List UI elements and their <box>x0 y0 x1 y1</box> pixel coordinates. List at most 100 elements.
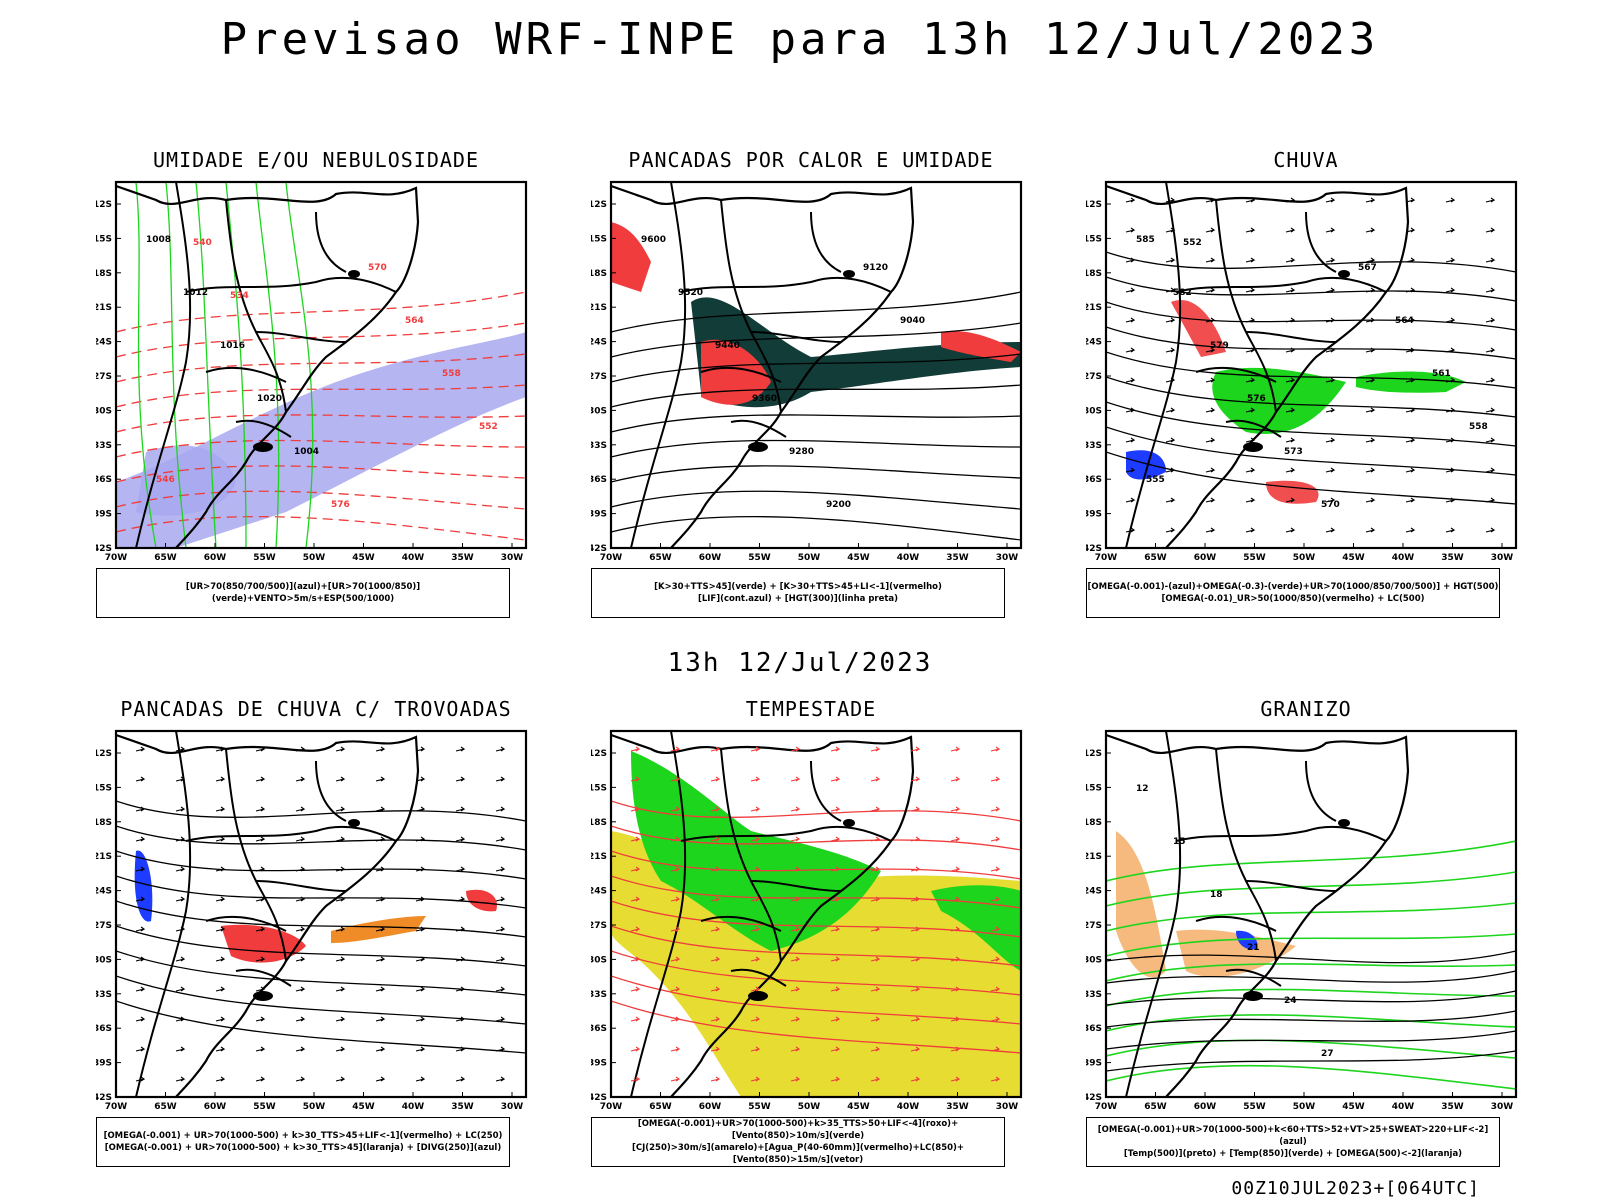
lon-tick-label: 35W <box>1441 1102 1464 1112</box>
lon-tick-label: 35W <box>946 1102 969 1112</box>
lat-tick-label: 42S <box>96 1093 112 1103</box>
lat-tick-label: 33S <box>96 990 112 1000</box>
lat-tick-label: 15S <box>591 783 607 793</box>
lon-tick-label: 30W <box>501 553 524 563</box>
lat-tick-label: 12S <box>96 200 112 210</box>
contour-label: 555 <box>1146 475 1165 485</box>
contour-label: 18 <box>1210 890 1223 900</box>
lon-tick-label: 40W <box>1392 553 1415 563</box>
contour-label: 585 <box>1136 235 1155 245</box>
lon-tick-label: 30W <box>996 1102 1019 1112</box>
contour-label: 9440 <box>715 341 740 351</box>
lat-tick-label: 30S <box>96 955 112 965</box>
contour-label: 558 <box>1469 422 1488 432</box>
lat-tick-label: 39S <box>96 1059 112 1069</box>
legend-chuva: [OMEGA(-0.001)-(azul)+OMEGA(-0.3)-(verde… <box>1086 568 1500 618</box>
lat-tick-label: 27S <box>591 372 607 382</box>
map-tempestade: 12S 15S 18S 21S 24S 27S 30S 33S 36S 39S 42S 70W 65W 6… <box>591 725 1023 1112</box>
lat-tick-label: 18S <box>1086 818 1102 828</box>
lat-tick-label: 36S <box>591 475 607 485</box>
lat-tick-label: 18S <box>96 818 112 828</box>
lat-tick-label: 27S <box>96 372 112 382</box>
contour-label: 12 <box>1136 784 1149 794</box>
contour-label: 1016 <box>220 341 245 351</box>
contour-label: 9280 <box>789 447 814 457</box>
legend-line: [K>30+TTS>45](verde) + [K>30+TTS>45+LI<-… <box>654 582 942 592</box>
lat-tick-label: 33S <box>591 990 607 1000</box>
lat-tick-label: 12S <box>591 200 607 210</box>
legend-umidade: [UR>70(850/700/500)](azul)+[UR>70(1000/8… <box>96 568 510 618</box>
lon-tick-label: 70W <box>1095 1102 1118 1112</box>
lon-tick-label: 70W <box>105 1102 128 1112</box>
panel-title: GRANIZO <box>1260 697 1352 721</box>
lat-tick-label: 27S <box>1086 921 1102 931</box>
map-svg: 9600 9520 9440 9360 9280 9200 9120 9040 12S 15S 18… <box>591 180 1023 563</box>
lat-tick-label: 15S <box>96 234 112 244</box>
panel-title: PANCADAS POR CALOR E UMIDADE <box>628 148 994 172</box>
lat-tick-label: 36S <box>591 1024 607 1034</box>
contour-label: 21 <box>1247 943 1260 953</box>
map-trovoadas: 12S 15S 18S 21S 24S 27S 30S 33S 36S 39S 42S 70W 65W 6… <box>96 725 528 1112</box>
lat-tick-label: 39S <box>96 510 112 520</box>
lon-tick-label: 65W <box>649 1102 672 1112</box>
lat-tick-label: 21S <box>591 303 607 313</box>
lon-tick-label: 50W <box>303 553 326 563</box>
lat-tick-label: 39S <box>1086 510 1102 520</box>
map-chuva: 585 582 579 576 573 570 567 564 561 558 555 552 12S 1… <box>1086 176 1518 563</box>
lat-tick-label: 30S <box>1086 406 1102 416</box>
map-calor: 9600 9520 9440 9360 9280 9200 9120 9040 12S 15S 18… <box>591 176 1023 563</box>
lon-tick-label: 40W <box>897 1102 920 1112</box>
lon-tick-label: 70W <box>1095 553 1118 563</box>
lat-tick-label: 27S <box>591 921 607 931</box>
lon-tick-label: 30W <box>501 1102 524 1112</box>
contour-label: 558 <box>442 369 461 379</box>
contour-label: 564 <box>1395 316 1414 326</box>
lon-tick-label: 70W <box>600 1102 623 1112</box>
legend-line: [OMEGA(-0.001) + UR>70(1000-500) + k>30_… <box>104 1143 502 1153</box>
lat-tick-label: 27S <box>1086 372 1102 382</box>
contour-label: 576 <box>1247 394 1266 404</box>
contour-label: 1012 <box>183 288 208 298</box>
lon-tick-label: 35W <box>451 1102 474 1112</box>
panel-title: PANCADAS DE CHUVA C/ TROVOADAS <box>120 697 512 721</box>
contour-label: 9520 <box>678 288 703 298</box>
lon-tick-label: 50W <box>1293 1102 1316 1112</box>
panel-title: TEMPESTADE <box>745 697 877 721</box>
map-svg: 585 582 579 576 573 570 567 564 561 558 555 552 12S 1… <box>1086 180 1518 563</box>
contour-label: 582 <box>1173 288 1192 298</box>
lat-tick-label: 15S <box>591 234 607 244</box>
legend-line: [CJ(250)>30m/s](amarelo)+[Agua_P(40-60mm… <box>631 1143 965 1165</box>
panel-title: UMIDADE E/OU NEBULOSIDADE <box>152 148 480 172</box>
contour-label: 9200 <box>826 500 851 510</box>
lat-tick-label: 33S <box>1086 990 1102 1000</box>
lon-tick-label: 55W <box>1243 1102 1266 1112</box>
lon-tick-label: 45W <box>1342 553 1365 563</box>
lon-tick-label: 65W <box>154 1102 177 1112</box>
contour-label: 9040 <box>900 316 925 326</box>
lat-tick-label: 42S <box>1086 544 1102 554</box>
legend-line: [Temp(500)](preto) + [Temp(850)](verde) … <box>1123 1149 1463 1159</box>
lon-tick-label: 70W <box>105 553 128 563</box>
contour-label: 570 <box>368 263 387 273</box>
legend-granizo: [OMEGA(-0.001)+UR>70(1000-500)+k<60+TTS>… <box>1086 1117 1500 1167</box>
contour-label: 9120 <box>863 263 888 273</box>
lon-tick-label: 50W <box>1293 553 1316 563</box>
contour-label: 561 <box>1432 369 1451 379</box>
lon-tick-label: 30W <box>1491 553 1514 563</box>
legend-line: [OMEGA(-0.001) + UR>70(1000-500) + k>30_… <box>103 1131 503 1141</box>
contour-label: 540 <box>193 238 212 248</box>
contour-label: 564 <box>405 316 424 326</box>
lat-tick-label: 21S <box>96 852 112 862</box>
lon-tick-label: 45W <box>847 553 870 563</box>
lon-tick-label: 35W <box>1441 553 1464 563</box>
contour-label: 27 <box>1321 1049 1334 1059</box>
lat-tick-label: 42S <box>96 544 112 554</box>
lon-tick-label: 65W <box>649 553 672 563</box>
lat-tick-label: 12S <box>591 749 607 759</box>
contour-label: 1008 <box>146 235 171 245</box>
lat-tick-label: 12S <box>1086 749 1102 759</box>
lat-tick-label: 30S <box>591 406 607 416</box>
lat-tick-label: 12S <box>1086 200 1102 210</box>
lon-tick-label: 40W <box>402 1102 425 1112</box>
